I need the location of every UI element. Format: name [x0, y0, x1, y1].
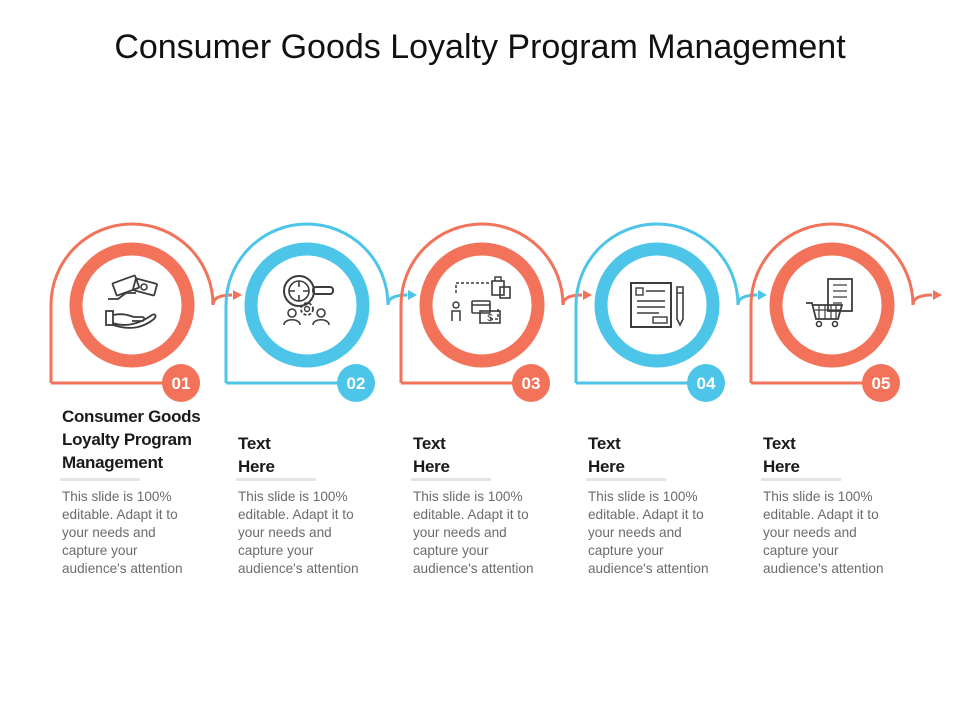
- arrow-head-icon: [758, 290, 767, 300]
- step-heading: Text Here: [238, 432, 408, 478]
- step-heading: Text Here: [413, 432, 583, 478]
- step-heading-line: Text: [588, 434, 621, 453]
- step-heading-line: Management: [62, 453, 163, 472]
- step-description-line: your needs and: [62, 525, 156, 540]
- arrow-head-icon: [408, 290, 417, 300]
- step-heading-line: Loyalty Program: [62, 430, 192, 449]
- step-heading: Text Here: [588, 432, 758, 478]
- step-description-line: audience's attention: [413, 561, 534, 576]
- step-number-badge: [512, 364, 550, 402]
- step-01: 01: [49, 222, 242, 402]
- step-description-line: your needs and: [413, 525, 507, 540]
- step-description-line: editable. Adapt it to: [763, 507, 879, 522]
- step-02: 02: [224, 222, 417, 402]
- heading-divider: [761, 478, 841, 481]
- step-description-line: capture your: [62, 543, 138, 558]
- heading-divider: [236, 478, 316, 481]
- step-description-line: capture your: [413, 543, 489, 558]
- heading-divider: [411, 478, 491, 481]
- step-description: This slide is 100% editable. Adapt it to y…: [238, 488, 398, 578]
- step-description: This slide is 100% editable. Adapt it to y…: [62, 488, 222, 578]
- step-description: This slide is 100% editable. Adapt it to y…: [588, 488, 748, 578]
- step-description-line: your needs and: [588, 525, 682, 540]
- step-description-line: This slide is 100%: [413, 489, 523, 504]
- step-heading-line: Here: [413, 457, 450, 476]
- step-description-line: This slide is 100%: [763, 489, 873, 504]
- step-description-line: your needs and: [763, 525, 857, 540]
- step-number-badge: [862, 364, 900, 402]
- step-ring: [69, 242, 195, 368]
- step-heading-line: Here: [238, 457, 275, 476]
- step-description-line: editable. Adapt it to: [413, 507, 529, 522]
- step-heading-line: Text: [763, 434, 796, 453]
- step-number-badge: [687, 364, 725, 402]
- step-number: 05: [872, 374, 891, 393]
- step-description-line: editable. Adapt it to: [62, 507, 178, 522]
- step-description-line: This slide is 100%: [62, 489, 172, 504]
- step-number: 04: [697, 374, 716, 393]
- step-heading-line: Here: [588, 457, 625, 476]
- step-number: 02: [347, 374, 366, 393]
- step-description: This slide is 100% editable. Adapt it to y…: [413, 488, 573, 578]
- arrow-head-icon: [583, 290, 592, 300]
- step-description-line: capture your: [588, 543, 664, 558]
- step-description: This slide is 100% editable. Adapt it to y…: [763, 488, 923, 578]
- step-ring: [594, 242, 720, 368]
- heading-divider: [586, 478, 666, 481]
- step-description-line: editable. Adapt it to: [588, 507, 704, 522]
- step-heading-line: Here: [763, 457, 800, 476]
- step-description-line: your needs and: [238, 525, 332, 540]
- step-description-line: capture your: [763, 543, 839, 558]
- step-number: 01: [172, 374, 191, 393]
- step-ring: [244, 242, 370, 368]
- step-description-line: audience's attention: [763, 561, 884, 576]
- heading-divider: [60, 478, 140, 481]
- step-heading-line: Text: [413, 434, 446, 453]
- step-description-line: audience's attention: [62, 561, 183, 576]
- step-heading: Text Here: [763, 432, 933, 478]
- step-description-line: This slide is 100%: [588, 489, 698, 504]
- step-description-line: editable. Adapt it to: [238, 507, 354, 522]
- step-heading: Consumer Goods Loyalty Program Management: [62, 405, 232, 474]
- step-heading-line: Consumer Goods: [62, 407, 201, 426]
- step-number-badge: [337, 364, 375, 402]
- step-description-line: audience's attention: [238, 561, 359, 576]
- arrow-head-icon: [233, 290, 242, 300]
- step-number: 03: [522, 374, 541, 393]
- arrow-head-icon: [933, 290, 942, 300]
- step-heading-line: Text: [238, 434, 271, 453]
- step-04: 04: [574, 222, 767, 402]
- slide-title: Consumer Goods Loyalty Program Managemen…: [114, 28, 846, 66]
- step-number-badge: [162, 364, 200, 402]
- step-03: 03: [399, 222, 592, 402]
- step-description-line: audience's attention: [588, 561, 709, 576]
- step-05: 05: [749, 222, 942, 402]
- step-description-line: This slide is 100%: [238, 489, 348, 504]
- step-description-line: capture your: [238, 543, 314, 558]
